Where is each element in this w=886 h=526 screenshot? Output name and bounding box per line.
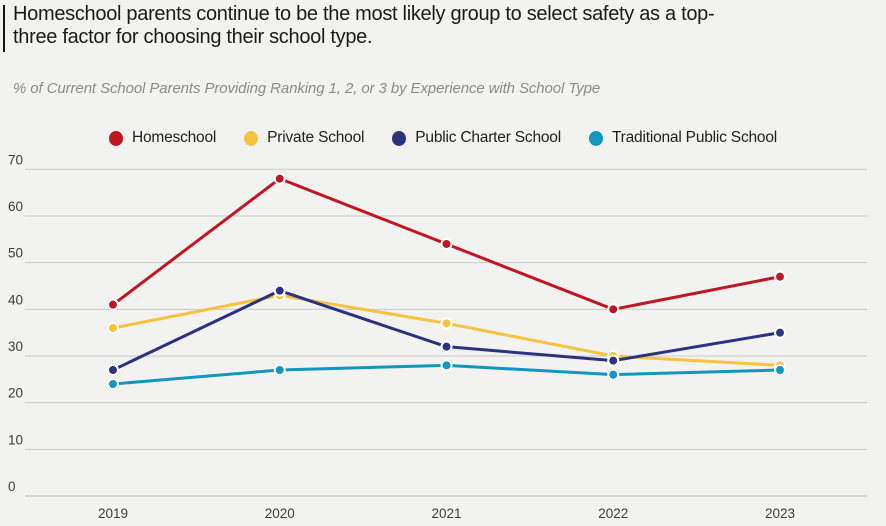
y-tick-label: 40 [8, 292, 23, 307]
y-tick-label: 60 [8, 199, 23, 214]
legend-dot-icon [588, 130, 603, 146]
chart-subtitle: % of Current School Parents Providing Ra… [13, 80, 601, 97]
chart-legend: Homeschool Private School Public Charter S… [0, 129, 886, 147]
y-tick-label: 30 [8, 339, 23, 354]
data-point-homeschool-2020 [273, 172, 286, 185]
data-point-public-charter-school-2023 [774, 326, 786, 339]
y-tick-label: 70 [8, 152, 23, 167]
x-tick-label: 2020 [265, 506, 295, 521]
data-point-private-school-2019 [107, 321, 119, 334]
y-tick-label: 10 [8, 432, 23, 447]
chart-title-line2: three factor for choosing their school t… [13, 26, 373, 48]
data-point-public-charter-school-2021 [440, 340, 453, 353]
x-tick-label: 2023 [765, 506, 795, 521]
legend-label: Public Charter School [415, 129, 561, 146]
y-tick-label: 0 [8, 479, 16, 494]
series-line-public-charter-school [111, 289, 782, 372]
x-tick-label: 2021 [431, 506, 461, 521]
data-point-public-charter-school-2019 [107, 363, 119, 376]
x-tick-label: 2022 [598, 506, 628, 521]
legend-label: Homeschool [131, 129, 217, 146]
series-line-private-school [111, 293, 782, 367]
legend-dot-icon [108, 130, 123, 146]
x-tick-label: 2019 [98, 506, 128, 521]
legend-label: Traditional Public School [611, 129, 778, 146]
data-point-traditional-public-school-2021 [440, 359, 453, 372]
legend-item-private-school: Private School [244, 129, 364, 147]
legend-item-public-charter-school: Public Charter School [392, 129, 561, 147]
data-point-homeschool-2023 [774, 270, 786, 283]
y-tick-label: 20 [8, 386, 23, 401]
legend-item-homeschool: Homeschool [108, 129, 217, 147]
chart-title: Homeschool parents continue to be the mo… [13, 3, 715, 49]
data-point-homeschool-2019 [107, 298, 119, 311]
y-tick-label: 50 [8, 246, 23, 261]
legend-label: Private School [267, 129, 365, 146]
legend-dot-icon [392, 130, 407, 146]
data-point-homeschool-2021 [440, 237, 453, 250]
data-point-traditional-public-school-2023 [774, 363, 786, 376]
data-point-public-charter-school-2020 [273, 284, 286, 297]
data-point-private-school-2021 [440, 317, 453, 330]
title-accent-bar [3, 5, 5, 52]
data-point-homeschool-2022 [607, 303, 620, 316]
data-point-public-charter-school-2022 [607, 354, 620, 367]
data-point-traditional-public-school-2022 [607, 368, 620, 381]
data-point-traditional-public-school-2020 [273, 363, 286, 376]
legend-dot-icon [244, 130, 259, 146]
legend-item-traditional-public-school: Traditional Public School [588, 129, 778, 147]
data-point-traditional-public-school-2019 [107, 377, 119, 390]
chart-title-line1: Homeschool parents continue to be the mo… [13, 3, 715, 25]
